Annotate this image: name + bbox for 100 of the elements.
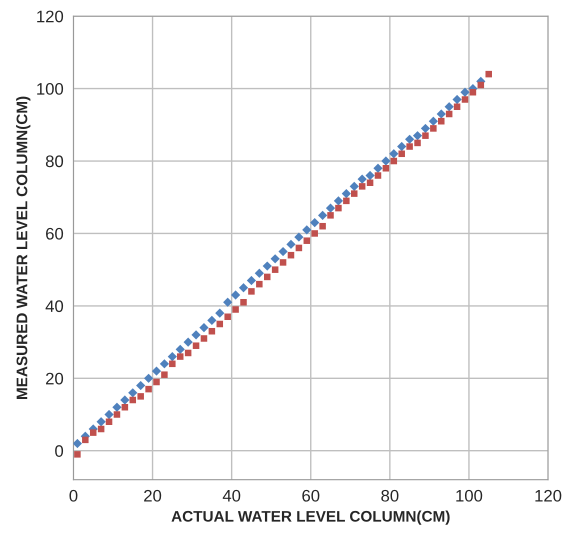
- point: [358, 174, 367, 184]
- point: [342, 189, 351, 198]
- x-tick-label: 20: [144, 490, 162, 502]
- point: [152, 366, 162, 376]
- point: [208, 328, 216, 334]
- point: [382, 165, 390, 172]
- point: [216, 320, 224, 328]
- point: [104, 410, 114, 420]
- point: [381, 156, 390, 166]
- point: [184, 337, 193, 347]
- point: [296, 244, 302, 252]
- y-tick-label: 80: [46, 155, 64, 168]
- point: [358, 183, 366, 190]
- point: [73, 438, 82, 448]
- point: [270, 254, 280, 264]
- point: [176, 353, 184, 360]
- x-axis-title: ACTUAL WATER LEVEL COLUMN(CM): [172, 510, 450, 525]
- point: [145, 386, 152, 392]
- x-tick-label: 40: [222, 490, 240, 502]
- point: [485, 70, 492, 78]
- y-tick-label: 60: [46, 228, 64, 240]
- point: [365, 170, 375, 180]
- point: [390, 158, 398, 164]
- point: [343, 198, 350, 204]
- point: [405, 134, 414, 144]
- point: [120, 395, 130, 405]
- point: [326, 204, 336, 213]
- point: [153, 378, 160, 386]
- point: [444, 102, 454, 112]
- point: [232, 306, 239, 313]
- point: [161, 371, 168, 378]
- point: [136, 380, 146, 390]
- x-tick-label: 0: [69, 490, 78, 502]
- point: [160, 359, 170, 368]
- point: [334, 196, 344, 206]
- point: [414, 140, 421, 146]
- point: [350, 182, 359, 191]
- point: [122, 404, 128, 411]
- point: [256, 280, 263, 288]
- point: [74, 451, 81, 458]
- y-axis-title: MEASURED WATER LEVEL COLUMN(CM): [16, 96, 30, 399]
- point: [223, 298, 232, 307]
- y-tick-label: 100: [37, 83, 64, 95]
- point: [240, 299, 247, 306]
- point: [144, 374, 154, 383]
- point: [389, 149, 398, 158]
- point: [224, 313, 231, 320]
- point: [446, 110, 452, 118]
- x-tick-label: 60: [302, 490, 320, 502]
- point: [130, 396, 136, 404]
- point: [114, 411, 120, 418]
- point: [231, 290, 240, 300]
- point: [373, 164, 383, 173]
- point: [327, 212, 334, 219]
- point: [310, 218, 320, 228]
- point: [452, 94, 462, 104]
- point: [82, 436, 89, 444]
- point: [264, 274, 270, 280]
- y-tick-label: 120: [37, 10, 64, 22]
- point: [420, 124, 430, 134]
- point: [278, 246, 288, 256]
- point: [90, 429, 96, 436]
- point: [238, 283, 248, 292]
- point: [254, 268, 264, 278]
- point: [366, 179, 374, 186]
- point: [96, 417, 106, 426]
- point: [286, 240, 296, 249]
- point: [246, 276, 256, 286]
- point: [168, 352, 177, 362]
- point: [128, 388, 138, 398]
- point: [318, 210, 328, 220]
- point: [191, 330, 201, 340]
- point: [215, 308, 224, 318]
- point: [207, 316, 216, 325]
- y-tick-label: 40: [46, 300, 64, 312]
- point: [351, 190, 358, 197]
- point: [422, 132, 429, 139]
- point: [470, 88, 476, 96]
- point: [288, 252, 294, 258]
- point: [430, 125, 437, 132]
- point: [428, 116, 438, 126]
- point: [460, 88, 470, 97]
- point: [374, 172, 382, 179]
- point: [319, 222, 326, 230]
- point: [436, 109, 446, 119]
- point: [397, 142, 406, 152]
- point: [304, 237, 310, 244]
- point: [106, 418, 112, 426]
- point: [192, 342, 200, 349]
- y-tick-label: 20: [46, 372, 64, 385]
- point: [462, 96, 468, 103]
- point: [169, 360, 176, 368]
- point: [412, 131, 422, 140]
- point: [200, 335, 208, 342]
- point: [454, 103, 460, 110]
- point: [248, 288, 255, 295]
- point: [112, 402, 122, 412]
- point: [478, 82, 484, 88]
- y-tick-label: 0: [55, 445, 64, 457]
- point: [302, 225, 312, 234]
